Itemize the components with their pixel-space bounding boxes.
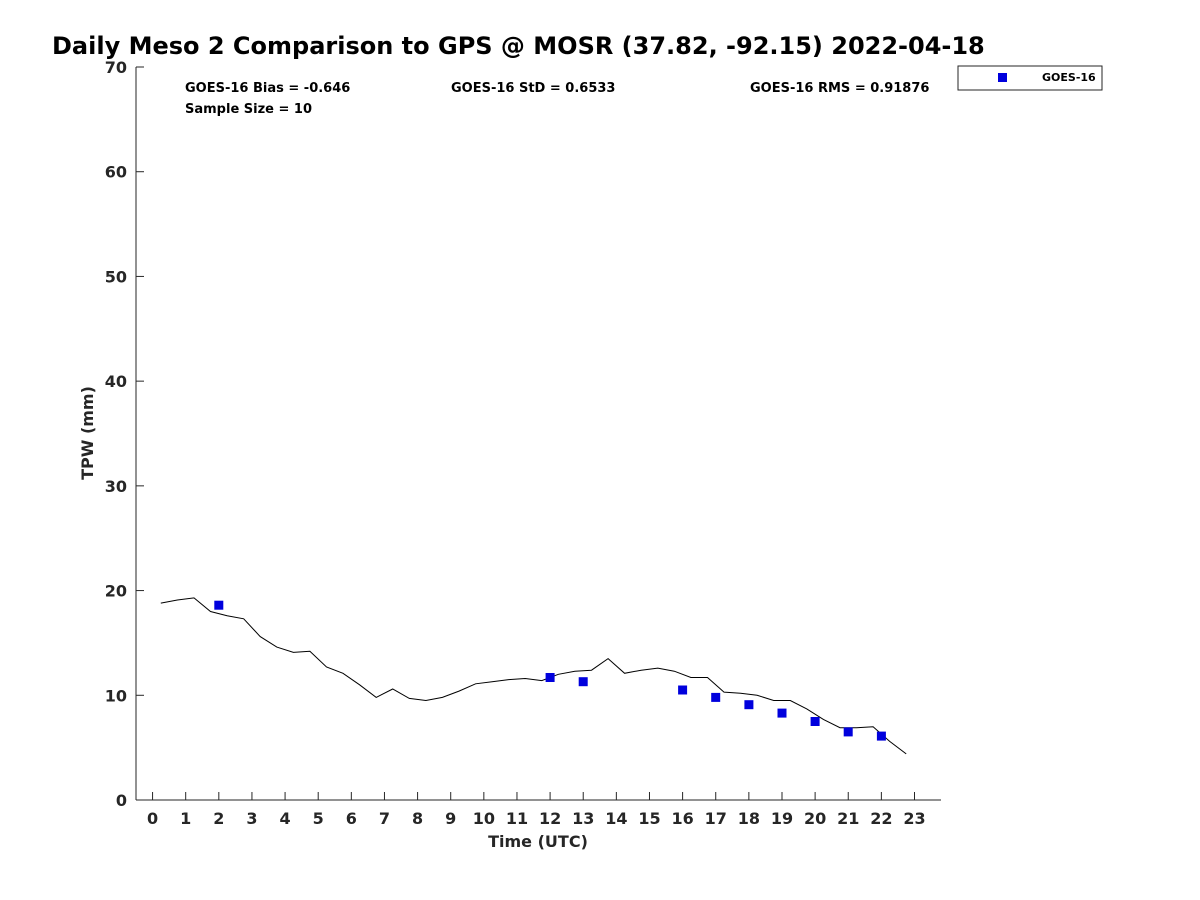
x-tick-label: 19 xyxy=(771,809,793,828)
x-tick-label: 4 xyxy=(280,809,291,828)
x-tick-label: 1 xyxy=(180,809,191,828)
x-tick-label: 18 xyxy=(738,809,760,828)
x-tick-label: 15 xyxy=(638,809,660,828)
goes-16-point xyxy=(876,731,886,741)
y-tick-label: 70 xyxy=(105,58,127,77)
goes-16-point xyxy=(711,692,721,702)
legend: GOES-16 xyxy=(957,65,1103,91)
legend-label-goes-16: GOES-16 xyxy=(1042,71,1096,84)
y-tick-label: 10 xyxy=(105,686,127,705)
x-axis-label: Time (UTC) xyxy=(488,832,588,851)
x-tick-label: 23 xyxy=(903,809,925,828)
x-tick-label: 21 xyxy=(837,809,859,828)
x-tick-label: 20 xyxy=(804,809,826,828)
goes-16-markers xyxy=(214,600,886,741)
y-axis-label: TPW (mm) xyxy=(78,386,97,480)
goes-16-point xyxy=(578,677,588,687)
x-tick-label: 9 xyxy=(445,809,456,828)
y-tick-label: 50 xyxy=(105,267,127,286)
stat-rms: GOES-16 RMS = 0.91876 xyxy=(750,81,929,96)
x-tick-label: 2 xyxy=(213,809,224,828)
y-tick-label: 30 xyxy=(105,477,127,496)
legend-box xyxy=(957,65,1103,91)
x-tick-label: 3 xyxy=(246,809,257,828)
y-tick-label: 20 xyxy=(105,582,127,601)
x-tick-label: 5 xyxy=(313,809,324,828)
goes-16-point xyxy=(678,685,688,695)
y-tick-label: 60 xyxy=(105,163,127,182)
y-tick-label: 0 xyxy=(116,791,127,810)
x-tick-label: 10 xyxy=(473,809,495,828)
stat-std: GOES-16 StD = 0.6533 xyxy=(451,81,615,96)
goes-16-point xyxy=(744,700,754,710)
stat-bias: GOES-16 Bias = -0.646 xyxy=(185,81,350,96)
y-ticks: 0 10 20 30 40 50 60 70 xyxy=(105,58,144,810)
goes-16-point xyxy=(545,673,555,682)
x-tick-label: 13 xyxy=(572,809,594,828)
x-ticks: 0 1 2 3 4 5 6 7 8 9 10 11 12 13 14 15 16 17 18 19 20 21 22 23 xyxy=(147,792,926,828)
x-tick-label: 22 xyxy=(870,809,892,828)
legend-marker-goes-16 xyxy=(998,73,1007,82)
plot-area xyxy=(160,597,907,755)
x-tick-label: 6 xyxy=(346,809,357,828)
x-tick-label: 16 xyxy=(671,809,693,828)
x-tick-label: 7 xyxy=(379,809,390,828)
goes-16-point xyxy=(843,727,853,737)
x-tick-label: 11 xyxy=(506,809,528,828)
goes-16-point xyxy=(810,717,820,726)
chart-title: Daily Meso 2 Comparison to GPS @ MOSR (3… xyxy=(52,32,985,60)
y-tick-label: 40 xyxy=(105,372,127,391)
goes-16-point xyxy=(777,708,787,718)
gps-series-line xyxy=(160,597,907,755)
stat-sample-size: Sample Size = 10 xyxy=(185,102,312,117)
x-tick-label: 17 xyxy=(705,809,727,828)
goes-16-point xyxy=(214,600,224,610)
x-tick-label: 12 xyxy=(539,809,561,828)
x-tick-label: 8 xyxy=(412,809,423,828)
x-tick-label: 14 xyxy=(605,809,627,828)
x-tick-label: 0 xyxy=(147,809,158,828)
